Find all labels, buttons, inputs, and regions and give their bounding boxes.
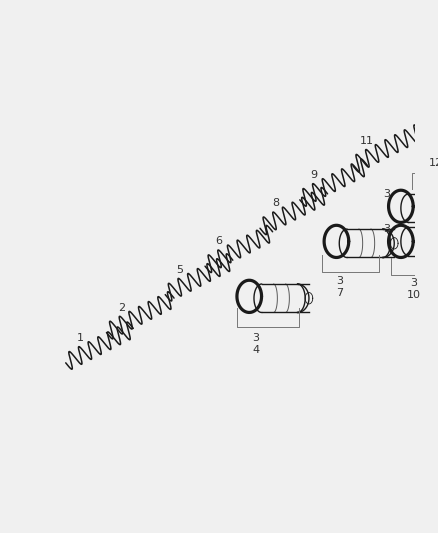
Text: 5: 5 — [176, 265, 183, 275]
Text: 3: 3 — [383, 189, 390, 199]
Text: 3: 3 — [383, 224, 390, 234]
Text: 12: 12 — [429, 158, 438, 167]
Text: 3: 3 — [336, 276, 343, 286]
Text: 10: 10 — [407, 290, 421, 300]
Text: 8: 8 — [272, 198, 279, 208]
Text: 7: 7 — [336, 288, 343, 298]
Text: 1: 1 — [76, 333, 83, 343]
Text: 11: 11 — [360, 136, 373, 146]
Text: 3: 3 — [252, 333, 259, 343]
Text: 6: 6 — [215, 237, 223, 246]
Text: 9: 9 — [311, 170, 318, 180]
Text: 4: 4 — [252, 345, 259, 355]
Text: 3: 3 — [411, 278, 418, 288]
Text: 2: 2 — [118, 303, 125, 313]
